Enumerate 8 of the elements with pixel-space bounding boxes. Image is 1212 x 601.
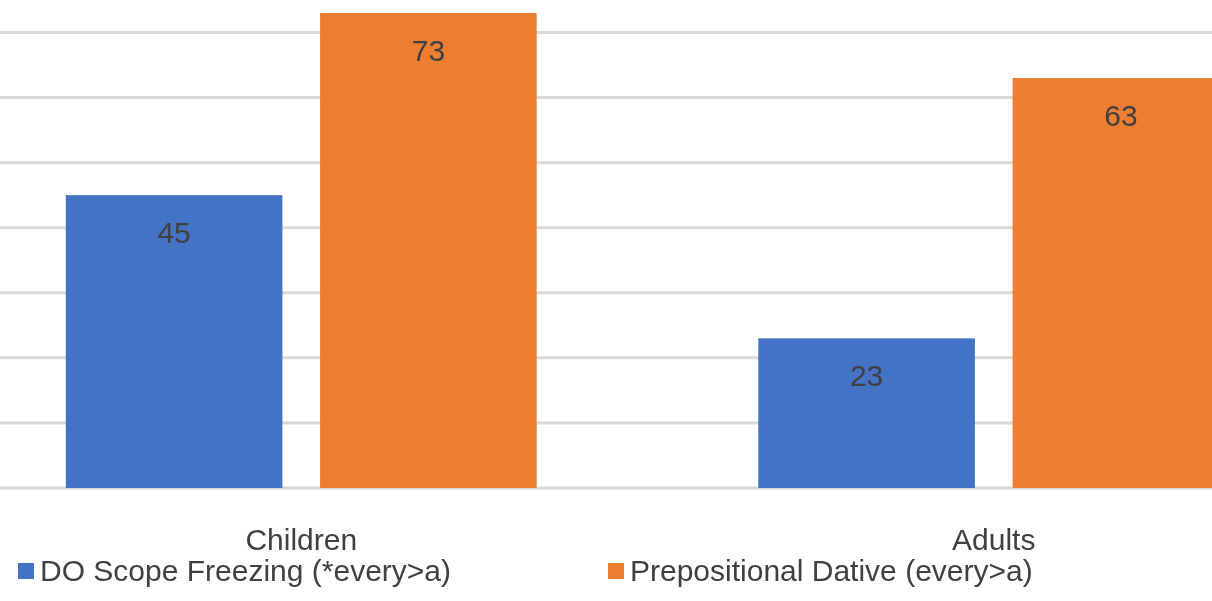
legend-label: DO Scope Freezing (*every>a) <box>40 554 452 587</box>
data-label: 63 <box>1104 99 1138 133</box>
x-tick-label: Adults <box>952 523 1036 556</box>
data-label: 45 <box>157 216 191 250</box>
data-label: 73 <box>411 34 446 68</box>
data-label: 23 <box>849 359 884 393</box>
x-tick-label: Children <box>245 523 358 556</box>
legend-label: Prepositional Dative (every>a) <box>630 554 1033 587</box>
